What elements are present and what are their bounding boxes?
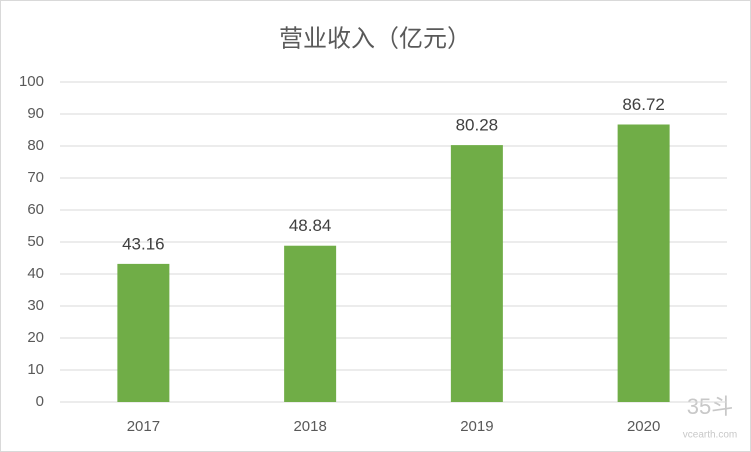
y-tick-label: 30	[27, 297, 44, 314]
y-tick-label: 80	[27, 137, 44, 154]
bar	[617, 124, 670, 402]
chart-title: 营业收入（亿元）	[279, 25, 471, 52]
y-tick-label: 50	[27, 233, 44, 250]
y-tick-label: 90	[27, 105, 44, 122]
y-tick-label: 70	[27, 169, 44, 186]
watermark: 35斗	[687, 394, 733, 419]
x-tick-label: 2018	[293, 418, 326, 435]
y-tick-label: 100	[19, 73, 44, 90]
x-tick-label: 2019	[460, 418, 493, 435]
y-tick-label: 40	[27, 265, 44, 282]
x-tick-label: 2020	[627, 418, 660, 435]
y-tick-label: 0	[36, 393, 44, 410]
y-tick-label: 60	[27, 201, 44, 218]
data-label: 43.16	[122, 234, 165, 253]
watermark-url: vcearth.com	[683, 430, 737, 441]
bar	[284, 245, 337, 402]
data-label: 86.72	[622, 95, 665, 114]
x-tick-label: 2017	[127, 418, 160, 435]
data-label: 48.84	[289, 216, 332, 235]
y-tick-label: 20	[27, 329, 44, 346]
bar	[117, 263, 170, 402]
y-tick-label: 10	[27, 361, 44, 378]
bar	[450, 145, 503, 402]
data-label: 80.28	[456, 116, 499, 135]
